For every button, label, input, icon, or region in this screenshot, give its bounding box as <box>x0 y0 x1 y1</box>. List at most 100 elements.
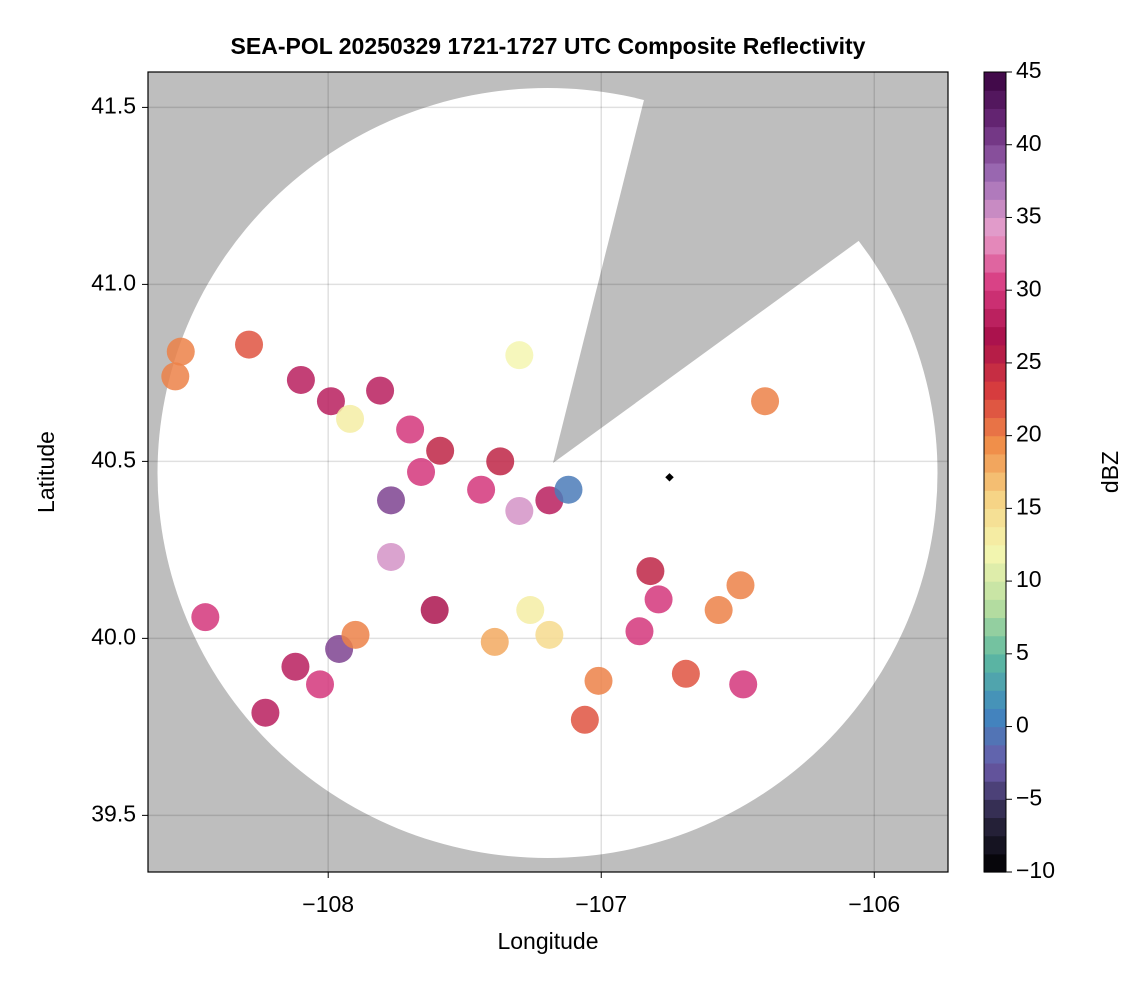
colorbar-band <box>984 562 1006 582</box>
reflectivity-cell <box>377 486 406 515</box>
colorbar-band <box>984 508 1006 528</box>
colorbar-band <box>984 472 1006 491</box>
colorbar-band <box>984 817 1006 837</box>
reflectivity-cell <box>505 341 534 370</box>
y-axis-label: Latitude <box>33 431 59 513</box>
colorbar-band <box>984 381 1006 400</box>
reflectivity-cell <box>480 627 509 656</box>
reflectivity-cell <box>336 404 365 433</box>
colorbar-band <box>984 326 1006 346</box>
colorbar-band <box>984 399 1006 419</box>
colorbar-band <box>984 272 1006 291</box>
reflectivity-cell <box>751 387 780 416</box>
plot-frame <box>147 71 949 873</box>
reflectivity-cell <box>486 447 515 476</box>
chart-title: SEA-POL 20250329 1721-1727 UTC Composite… <box>231 33 866 59</box>
reflectivity-cell <box>671 659 700 688</box>
reflectivity-cell <box>584 666 613 695</box>
reflectivity-cell <box>316 387 345 416</box>
colorbar-tick-label: 45 <box>1016 57 1042 83</box>
colorbar-band <box>984 435 1006 455</box>
colorbar-band <box>984 744 1006 764</box>
colorbar-band <box>984 635 1006 655</box>
reflectivity-cell <box>161 362 190 391</box>
colorbar-band <box>984 544 1006 564</box>
reflectivity-cell <box>535 620 564 649</box>
colorbar-band <box>984 617 1006 637</box>
reflectivity-cell <box>426 436 455 465</box>
reflectivity-cell <box>166 337 195 366</box>
colorbar-band <box>984 362 1006 382</box>
x-tick-label: −108 <box>302 891 354 917</box>
colorbar-band <box>984 781 1006 800</box>
reflectivity-cell <box>341 620 370 649</box>
colorbar-tick-label: 5 <box>1016 639 1029 665</box>
colorbar-band <box>984 799 1006 819</box>
reflectivity-cell <box>235 330 264 359</box>
reflectivity-cell <box>704 596 733 625</box>
reflectivity-cell <box>636 557 665 586</box>
reflectivity-cell <box>251 698 280 727</box>
colorbar-band <box>984 708 1006 728</box>
reflectivity-cell <box>286 365 315 394</box>
colorbar: −10 −5 0 5 10 15 20 25 30 35 40 45 <box>983 57 1055 883</box>
colorbar-band <box>984 835 1006 855</box>
reflectivity-cell <box>281 652 310 681</box>
colorbar-tick-label: 25 <box>1016 348 1042 374</box>
reflectivity-cell <box>377 542 406 571</box>
reflectivity-cell <box>516 596 545 625</box>
colorbar-band <box>984 853 1006 873</box>
colorbar-band <box>984 90 1006 109</box>
reflectivity-cell <box>306 670 335 699</box>
blocked-sector <box>553 72 948 463</box>
radar-site <box>665 473 674 482</box>
colorbar-band <box>984 690 1006 709</box>
x-tick-label: −107 <box>575 891 627 917</box>
colorbar-band <box>984 108 1006 128</box>
reflectivity-cell <box>407 458 436 486</box>
reflectivity-cell <box>420 596 449 625</box>
colorbar-band <box>984 490 1006 509</box>
reflectivity-cell <box>570 705 599 734</box>
colorbar-band <box>984 290 1006 309</box>
colorbar-band <box>984 72 1006 91</box>
reflectivity-cell <box>505 496 534 525</box>
colorbar-tick-label: 35 <box>1016 203 1042 229</box>
y-tick-label: 40.5 <box>91 446 136 472</box>
colorbar-tick-label: 20 <box>1016 421 1042 447</box>
y-tick-label: 41.5 <box>91 92 136 118</box>
reflectivity-cell <box>396 415 425 444</box>
colorbar-tick-label: 30 <box>1016 275 1042 301</box>
colorbar-band <box>984 726 1006 746</box>
colorbar-band <box>984 235 1006 255</box>
colorbar-band <box>984 344 1006 364</box>
colorbar-tick-label: −5 <box>1016 784 1042 810</box>
reflectivity <box>161 330 780 734</box>
reflectivity-cell <box>729 670 758 699</box>
colorbar-band <box>984 526 1006 546</box>
reflectivity-cell <box>467 475 496 504</box>
colorbar-band <box>984 199 1006 219</box>
colorbar-band <box>984 162 1006 182</box>
colorbar-band <box>984 217 1006 237</box>
colorbar-tick-label: 10 <box>1016 566 1042 592</box>
colorbar-tick-label: 40 <box>1016 130 1042 156</box>
reflectivity-cell <box>191 603 220 632</box>
colorbar-band <box>984 126 1006 146</box>
colorbar-band <box>984 672 1006 691</box>
colorbar-band <box>984 453 1006 473</box>
y-tick-label: 39.5 <box>91 800 136 826</box>
reflectivity-cell <box>366 376 395 405</box>
colorbar-tick-label: 0 <box>1016 712 1029 738</box>
colorbar-band <box>984 308 1006 328</box>
colorbar-band <box>984 599 1006 619</box>
colorbar-band <box>984 181 1006 200</box>
grid <box>148 72 948 872</box>
colorbar-band <box>984 581 1006 600</box>
y-tick-label: 40.0 <box>91 623 136 649</box>
x-tick-label: −106 <box>848 891 900 917</box>
colorbar-band <box>984 762 1006 782</box>
reflectivity-cell <box>644 585 673 614</box>
colorbar-band <box>984 653 1006 673</box>
